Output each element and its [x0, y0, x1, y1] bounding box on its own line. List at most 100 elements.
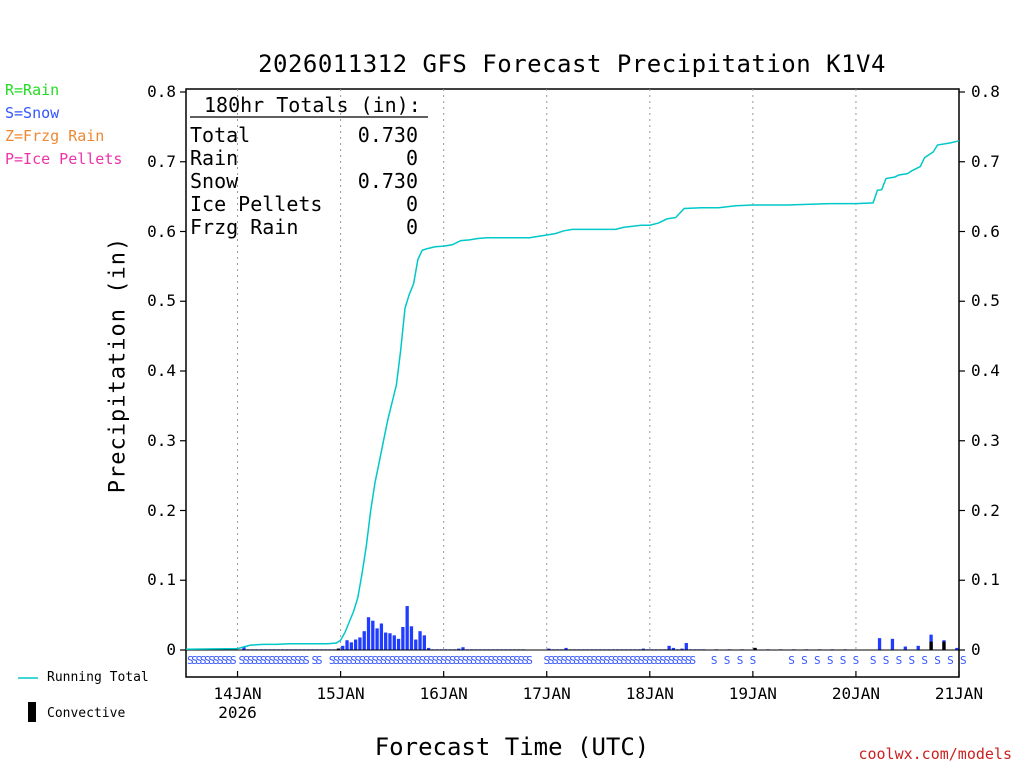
ptype-marker: S [354, 654, 361, 667]
ptype-marker: S [350, 654, 357, 667]
y-tick-label-left: 0.1 [147, 570, 176, 590]
ptype-marker: S [896, 654, 903, 667]
ptype-marker: S [458, 654, 465, 667]
snow-bar [680, 648, 684, 650]
ptype-marker: S [488, 654, 495, 667]
ptype-marker: S [616, 654, 623, 667]
ptype-marker: S [475, 654, 482, 667]
ptype-marker: S [634, 654, 641, 667]
legend-convective: Convective [47, 706, 126, 721]
ptype-marker: S [256, 654, 263, 667]
ptype-marker: S [883, 654, 890, 667]
ptype-marker: S [561, 654, 568, 667]
ptype-marker: S [415, 654, 422, 667]
ptype-marker: S [724, 654, 731, 667]
snow-bar [345, 640, 349, 650]
snow-bar [242, 647, 246, 650]
snow-bar [341, 645, 345, 650]
totals-label: Snow [190, 169, 239, 193]
snow-bar [564, 647, 568, 650]
ptype-marker: S [668, 654, 675, 667]
ptype-marker: S [312, 654, 319, 667]
legend-rain: R=Rain [5, 81, 60, 99]
ptype-marker: S [586, 654, 593, 667]
snow-bar [379, 623, 384, 650]
ptype-marker: S [664, 654, 671, 667]
y-tick-label-right: 0.3 [971, 430, 1000, 450]
snow-bar [353, 639, 358, 650]
ptype-marker: S [750, 654, 757, 667]
x-tick-sublabel: 2026 [218, 703, 257, 722]
ptype-marker: S [479, 654, 486, 667]
ptype-marker: S [737, 654, 744, 667]
ptype-marker: S [333, 654, 340, 667]
ptype-marker: S [273, 654, 280, 667]
ptype-marker: S [423, 654, 430, 667]
ptype-marker: S [316, 654, 323, 667]
ptype-marker: S [217, 654, 224, 667]
ptype-marker: S [921, 654, 928, 667]
ptype-marker: S [591, 654, 598, 667]
totals-value: 0 [406, 215, 418, 239]
totals-value: 0 [406, 192, 418, 216]
ptype-marker: S [578, 654, 585, 667]
ptype-marker: S [677, 654, 684, 667]
x-tick-label: 18JAN [625, 684, 674, 703]
y-tick-label-left: 0.3 [147, 430, 176, 450]
ptype-marker: S [509, 654, 516, 667]
ptype-marker: S [505, 654, 512, 667]
ptype-marker: S [612, 654, 619, 667]
snow-bar [405, 606, 409, 650]
ptype-marker: S [260, 654, 267, 667]
snow-bar [547, 648, 551, 650]
ptype-marker: S [552, 654, 559, 667]
ptype-marker: S [582, 654, 589, 667]
ptype-marker: S [436, 654, 443, 667]
ptype-marker: S [556, 654, 563, 667]
snow-bar [422, 635, 426, 650]
ptype-marker: S [367, 654, 374, 667]
legend-running-total: Running Total [47, 670, 149, 685]
snow-bar [392, 635, 396, 650]
ptype-marker: S [243, 654, 250, 667]
snow-bar [877, 638, 882, 650]
ptype-marker: S [526, 654, 533, 667]
ptype-marker: S [500, 654, 507, 667]
ptype-marker: S [543, 654, 550, 667]
totals-label: Frzg Rain [190, 215, 298, 239]
ptype-marker: S [393, 654, 400, 667]
ptype-marker: S [569, 654, 576, 667]
ptype-marker: S [655, 654, 662, 667]
y-tick-label-left: 0.2 [147, 500, 176, 520]
ptype-marker: S [466, 654, 473, 667]
ptype-marker: S [337, 654, 344, 667]
ptype-marker: S [329, 654, 336, 667]
ptype-marker: S [380, 654, 387, 667]
snow-bar [358, 637, 362, 650]
convective-bar [929, 641, 933, 650]
totals-heading: 180hr Totals (in): [204, 93, 421, 117]
ptype-marker: S [548, 654, 555, 667]
ptype-marker: S [625, 654, 632, 667]
ptype-marker: S [449, 654, 456, 667]
ptype-marker: S [359, 654, 366, 667]
ptype-marker: S [419, 654, 426, 667]
ptype-marker: S [397, 654, 404, 667]
snow-bar [362, 631, 366, 650]
ptype-marker: S [840, 654, 847, 667]
ptype-marker: S [204, 654, 211, 667]
ptype-marker: S [565, 654, 572, 667]
ptype-marker: S [518, 654, 525, 667]
credit-link[interactable]: coolwx.com/models [858, 745, 1012, 763]
ptype-marker: S [290, 654, 297, 667]
x-tick-label: 19JAN [728, 684, 777, 703]
y-tick-label-right: 0.6 [971, 221, 1000, 241]
snow-bar [426, 647, 431, 650]
snow-bar [903, 646, 907, 650]
ptype-marker: S [239, 654, 246, 667]
ptype-marker: S [226, 654, 233, 667]
ptype-marker: S [406, 654, 413, 667]
ptype-marker: S [496, 654, 503, 667]
totals-label: Total [190, 123, 250, 147]
